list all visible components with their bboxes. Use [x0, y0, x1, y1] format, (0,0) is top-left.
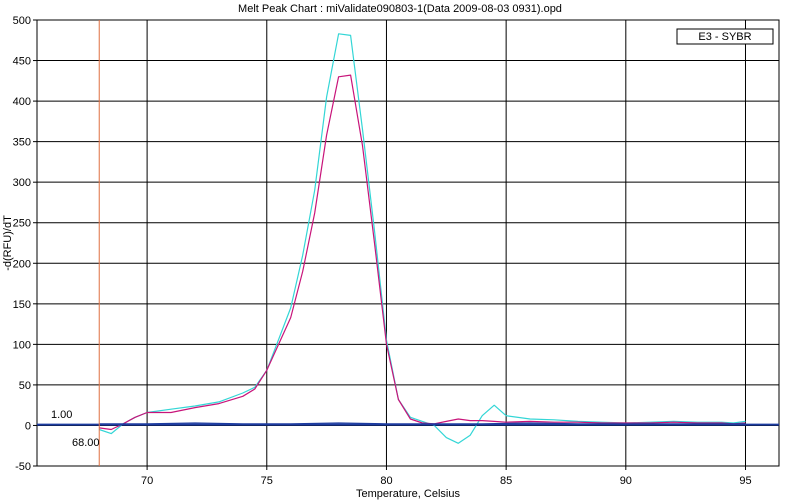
- marker-temperature-label: 68.00: [72, 437, 100, 449]
- plot-area: [36, 19, 780, 467]
- y-tick-label: 200: [13, 258, 31, 270]
- marker-layer: [37, 20, 779, 466]
- y-tick-label: 100: [13, 339, 31, 351]
- threshold-label: 1.00: [51, 409, 72, 421]
- x-tick-label: 70: [141, 475, 153, 487]
- y-tick-label: 150: [13, 299, 31, 311]
- x-tick-label: 90: [620, 475, 632, 487]
- grid-lines: [37, 19, 779, 467]
- y-tick-label: 250: [13, 218, 31, 230]
- chart-title: Melt Peak Chart : miValidate090803-1(Dat…: [238, 3, 562, 15]
- legend: E3 - SYBR: [676, 28, 774, 45]
- x-axis-label: Temperature, Celsius: [356, 488, 460, 500]
- y-tick-label: 400: [13, 96, 31, 108]
- x-tick-label: 95: [739, 475, 751, 487]
- y-tick-label: 300: [13, 177, 31, 189]
- legend-frame: [676, 28, 774, 45]
- legend-label: E3 - SYBR: [698, 31, 751, 43]
- y-axis-ticks: -50 0 50 100 150 200 250 300 350 400 450 500: [13, 15, 37, 473]
- y-axis-label: -d(RFU)/dT: [2, 215, 14, 271]
- x-tick-label: 85: [500, 475, 512, 487]
- y-tick-label: 450: [13, 56, 31, 68]
- x-tick-label: 80: [380, 475, 392, 487]
- x-tick-label: 75: [261, 475, 273, 487]
- x-axis-ticks: 70 75 80 85 90 95: [141, 466, 752, 487]
- series-line-2: [99, 74, 746, 431]
- y-tick-label: 50: [19, 380, 31, 392]
- y-tick-label: 500: [13, 15, 31, 27]
- y-tick-label: 0: [25, 420, 31, 432]
- y-tick-label: 350: [13, 137, 31, 149]
- y-tick-label: -50: [15, 461, 31, 473]
